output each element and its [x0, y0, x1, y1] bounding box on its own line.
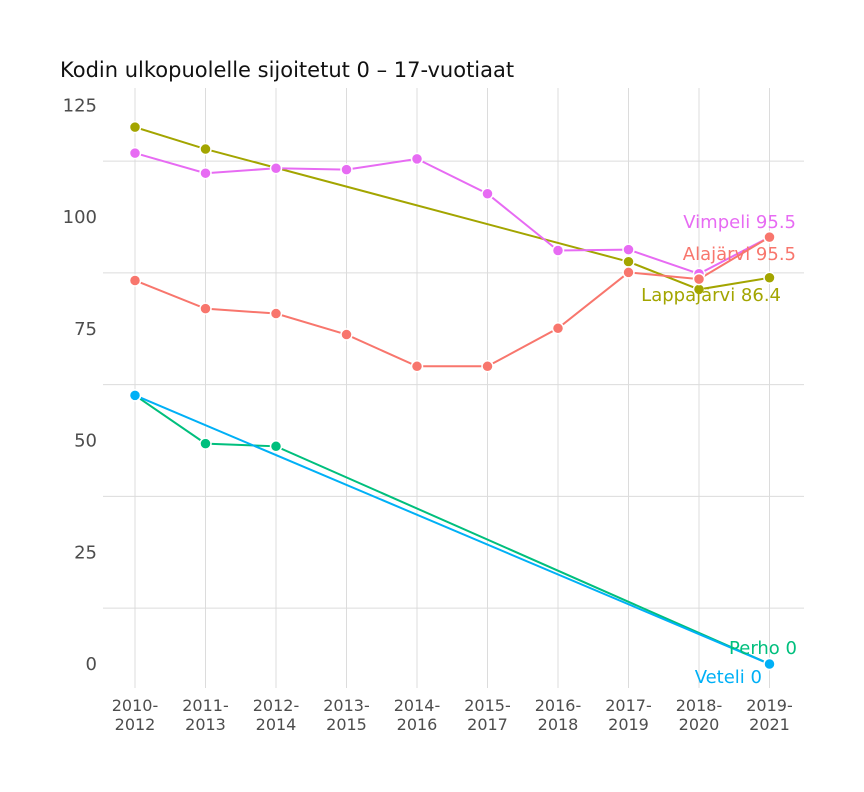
x-tick-label-line: 2014 [256, 715, 297, 734]
end-label-veteli: Veteli 0 [695, 667, 762, 688]
x-tick-label: 2016-2018 [535, 696, 582, 734]
y-tick-label: 0 [86, 654, 97, 675]
data-point-veteli [128, 389, 142, 402]
end-label-lappajärvi: Lappajärvi 86.4 [641, 285, 781, 306]
x-tick-label: 2013-2015 [323, 696, 370, 734]
data-point-perho [269, 440, 283, 453]
x-tick-label-line: 2018- [676, 696, 723, 715]
x-tick-label-line: 2011- [182, 696, 229, 715]
x-tick-label: 2017-2019 [605, 696, 652, 734]
end-label-alajärvi: Alajärvi 95.5 [683, 244, 796, 265]
data-point-lappajärvi [763, 271, 776, 285]
series-line-perho [134, 394, 770, 665]
series-line-veteli [134, 394, 770, 665]
data-point-alajärvi [551, 322, 565, 335]
data-point-alajärvi [763, 230, 776, 244]
y-axis-ticks: 0 25 50 75 100 125 [63, 95, 97, 675]
data-point-vimpeli [410, 152, 424, 166]
data-point-alajärvi [199, 302, 212, 315]
y-tick-label: 100 [63, 207, 97, 228]
x-tick-label-line: 2016- [535, 696, 582, 715]
data-point-lappajärvi [199, 142, 212, 156]
x-tick-label-line: 2020 [679, 715, 720, 734]
end-label-vimpeli: Vimpeli 95.5 [683, 212, 796, 233]
x-tick-label: 2019-2021 [746, 696, 793, 734]
data-point-alajärvi [622, 266, 635, 279]
x-tick-label-line: 2012- [253, 696, 300, 715]
data-point-alajärvi [692, 272, 706, 286]
x-tick-label: 2012-2014 [253, 696, 300, 734]
x-tick-label-line: 2017- [605, 696, 652, 715]
x-tick-label-line: 2013- [323, 696, 370, 715]
x-tick-label-line: 2015 [326, 715, 367, 734]
data-point-vimpeli [128, 146, 142, 160]
y-tick-label: 75 [74, 319, 97, 340]
x-tick-label: 2018-2020 [676, 696, 723, 734]
data-point-alajärvi [410, 360, 424, 373]
data-point-alajärvi [340, 328, 353, 341]
chart-title: Kodin ulkopuolelle sijoitetut 0 – 17-vuo… [60, 58, 514, 82]
x-tick-label-line: 2019- [746, 696, 793, 715]
x-tick-label-line: 2017 [467, 715, 508, 734]
data-point-alajärvi [269, 307, 283, 320]
x-tick-label: 2011-2013 [182, 696, 229, 734]
x-tick-label-line: 2015- [464, 696, 511, 715]
x-tick-label-line: 2018 [538, 715, 579, 734]
x-tick-label-line: 2013 [185, 715, 226, 734]
x-axis-ticks: 2010-2012 2011-2013 2012-2014 2013-2015 2014… [112, 696, 793, 734]
x-tick-label-line: 2010- [112, 696, 159, 715]
x-tick-label-line: 2016 [397, 715, 438, 734]
series-line-alajärvi [134, 236, 771, 368]
series-line-vimpeli [134, 152, 770, 275]
data-point-alajärvi [128, 274, 142, 287]
data-point-vimpeli [340, 163, 353, 176]
data-point-lappajärvi [128, 120, 142, 134]
data-point-vimpeli [622, 243, 635, 256]
data-point-vimpeli [269, 162, 283, 175]
data-point-vimpeli [199, 166, 212, 180]
data-point-veteli [763, 657, 776, 671]
x-tick-label-line: 2014- [394, 696, 441, 715]
x-tick-label-line: 2019 [608, 715, 649, 734]
data-point-perho [199, 437, 212, 450]
x-tick-label: 2015-2017 [464, 696, 511, 734]
data-point-lappajärvi [622, 255, 635, 268]
y-tick-label: 125 [63, 95, 97, 116]
end-label-perho: Perho 0 [729, 638, 797, 659]
series-lines [134, 126, 771, 665]
y-tick-label: 50 [74, 431, 97, 452]
series-points [128, 120, 776, 671]
end-labels: Lappajärvi 86.4 Vimpeli 95.5 Alajärvi 95.5… [641, 212, 797, 688]
y-tick-label: 25 [74, 542, 97, 563]
data-point-vimpeli [551, 244, 565, 257]
x-tick-label-line: 2012 [115, 715, 156, 734]
data-point-vimpeli [481, 187, 494, 201]
x-tick-label-line: 2021 [749, 715, 790, 734]
x-tick-label: 2010-2012 [112, 696, 159, 734]
data-point-alajärvi [481, 360, 494, 373]
x-tick-label: 2014-2016 [394, 696, 441, 734]
